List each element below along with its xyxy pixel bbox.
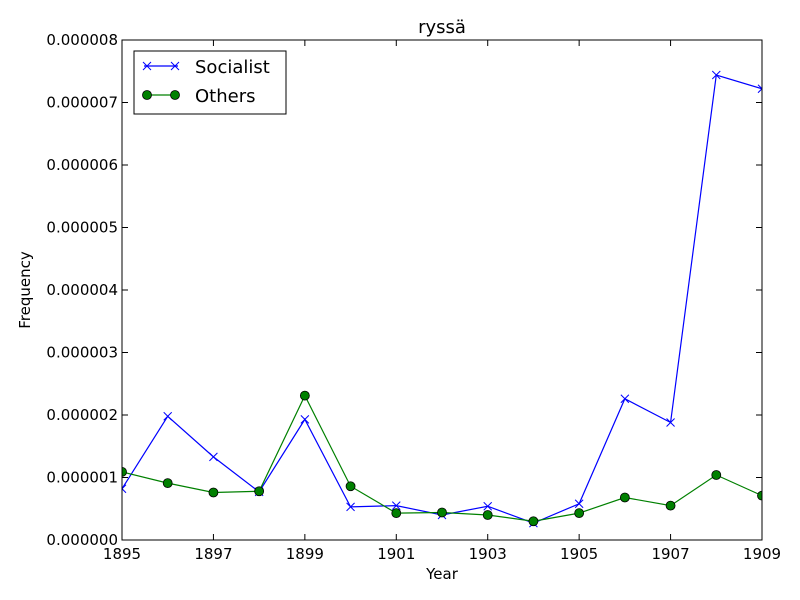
legend-label-others: Others <box>195 86 256 107</box>
data-point-others <box>666 501 675 510</box>
data-point-others <box>483 511 492 520</box>
x-tick-label: 1899 <box>286 545 324 563</box>
x-tick-label: 1909 <box>743 545 781 563</box>
data-point-others <box>163 479 172 488</box>
y-tick-label: 0.000003 <box>46 344 118 362</box>
data-point-others <box>529 517 538 526</box>
x-tick-label: 1907 <box>651 545 689 563</box>
y-axis-title: Frequency <box>16 251 34 329</box>
x-tick-label: 1905 <box>560 545 598 563</box>
y-tick-label: 0.000001 <box>46 469 118 487</box>
x-tick-label: 1901 <box>377 545 415 563</box>
data-point-others <box>392 509 401 518</box>
data-point-others <box>255 487 264 496</box>
y-tick-label: 0.000000 <box>46 531 118 549</box>
data-point-others <box>300 391 309 400</box>
legend: Socialist Others <box>134 51 286 114</box>
y-tick-label: 0.000007 <box>46 94 118 112</box>
y-tick-label: 0.000004 <box>46 281 118 299</box>
x-tick-label: 1903 <box>469 545 507 563</box>
chart-title: ryssä <box>418 17 466 38</box>
legend-label-socialist: Socialist <box>195 57 270 78</box>
legend-marker <box>171 91 180 100</box>
x-axis-title: Year <box>425 565 459 583</box>
data-point-others <box>575 509 584 518</box>
x-tick-label: 1897 <box>194 545 232 563</box>
y-tick-label: 0.000005 <box>46 219 118 237</box>
legend-marker <box>143 91 152 100</box>
data-point-others <box>620 493 629 502</box>
data-point-others <box>712 471 721 480</box>
y-tick-label: 0.000006 <box>46 156 118 174</box>
y-tick-label: 0.000002 <box>46 406 118 424</box>
y-tick-label: 0.000008 <box>46 31 118 49</box>
data-point-others <box>346 482 355 491</box>
data-point-others <box>438 508 447 517</box>
data-point-others <box>209 488 218 497</box>
